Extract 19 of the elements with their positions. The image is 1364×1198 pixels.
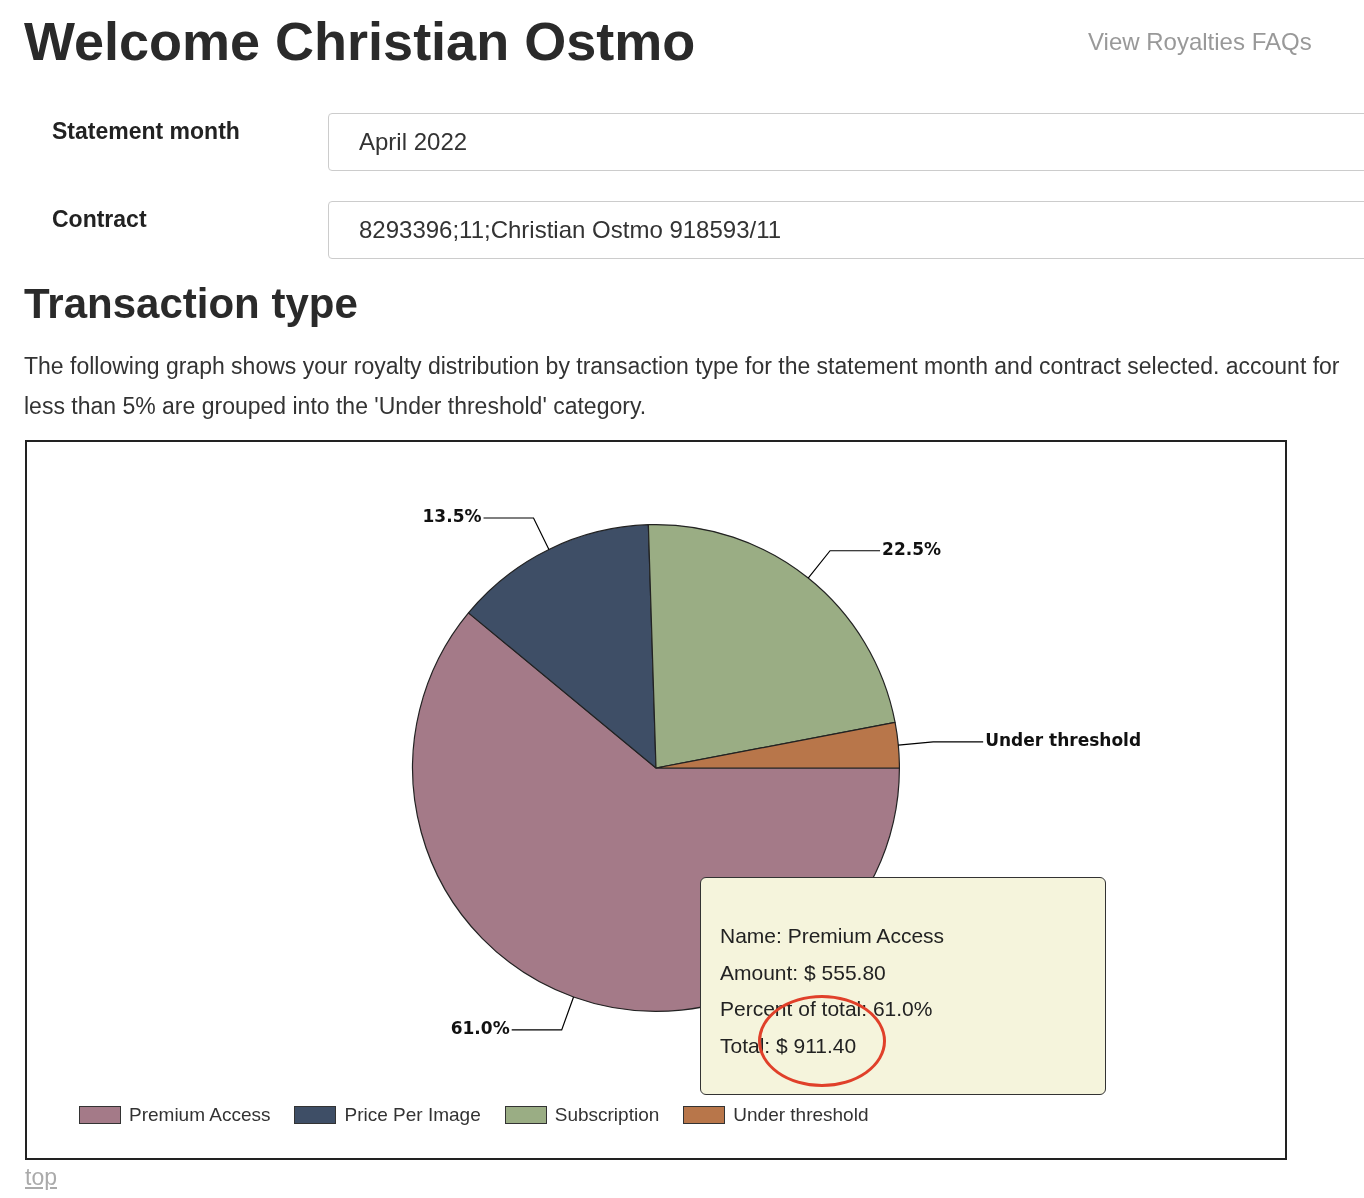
data-label: 61.0% (450, 1018, 510, 1039)
legend-label: Subscription (554, 1104, 660, 1126)
data-label: 22.5% (882, 539, 942, 560)
text: April 2022 (328, 113, 1364, 171)
text: Amount: $ 555.80 (720, 959, 887, 986)
legend-label: Premium Access (129, 1104, 271, 1126)
legend-label: Price Per Image (344, 1104, 481, 1126)
text: Statement month (52, 118, 240, 145)
chart-subtitle: Transaction type (24, 280, 358, 328)
chart-title: Welcome Christian Ostmo (24, 10, 696, 72)
text: top (25, 1164, 57, 1191)
text: Name: Premium Access (720, 923, 946, 949)
text: The following graph shows your royalty distribution by transaction type for the statement month and contract selected. account for less than 5% are grouped into the 'Under threshold' category. (24, 352, 1341, 421)
text: Contract (52, 206, 147, 233)
legend-label: Under threshold (733, 1104, 869, 1126)
text: View Royalties FAQs (1088, 28, 1312, 56)
text: 8293396;11;Christian Ostmo 918593/11 (328, 201, 1364, 259)
data-label: Under threshold (985, 730, 1142, 751)
data-label: 13.5% (422, 506, 482, 527)
